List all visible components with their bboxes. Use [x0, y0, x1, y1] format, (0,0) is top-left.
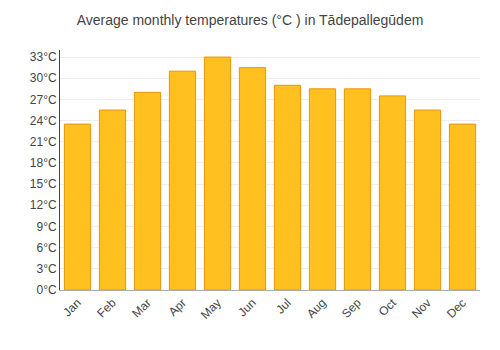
- svg-text:Jun: Jun: [235, 296, 259, 320]
- svg-text:Oct: Oct: [376, 295, 400, 319]
- svg-text:24°C: 24°C: [30, 114, 57, 128]
- svg-text:30°C: 30°C: [30, 71, 57, 85]
- svg-text:21°C: 21°C: [30, 135, 57, 149]
- svg-text:33°C: 33°C: [30, 50, 57, 64]
- svg-text:May: May: [198, 296, 224, 322]
- svg-text:Nov: Nov: [409, 296, 434, 321]
- svg-text:Apr: Apr: [166, 296, 189, 319]
- svg-text:Dec: Dec: [444, 296, 469, 321]
- svg-text:6°C: 6°C: [36, 241, 56, 255]
- svg-text:Jul: Jul: [273, 296, 294, 317]
- svg-text:Mar: Mar: [129, 296, 154, 321]
- svg-text:Jan: Jan: [60, 296, 84, 320]
- svg-text:Average monthly temperatures (: Average monthly temperatures (°C ) in Tā…: [77, 12, 424, 28]
- svg-text:Sep: Sep: [339, 296, 364, 321]
- svg-text:0°C: 0°C: [36, 283, 56, 297]
- svg-text:12°C: 12°C: [30, 198, 57, 212]
- svg-text:Feb: Feb: [94, 296, 119, 321]
- svg-text:3°C: 3°C: [36, 262, 56, 276]
- svg-text:27°C: 27°C: [30, 93, 57, 107]
- svg-text:15°C: 15°C: [30, 177, 57, 191]
- svg-text:Aug: Aug: [304, 296, 329, 321]
- svg-text:18°C: 18°C: [30, 156, 57, 170]
- svg-text:9°C: 9°C: [36, 220, 56, 234]
